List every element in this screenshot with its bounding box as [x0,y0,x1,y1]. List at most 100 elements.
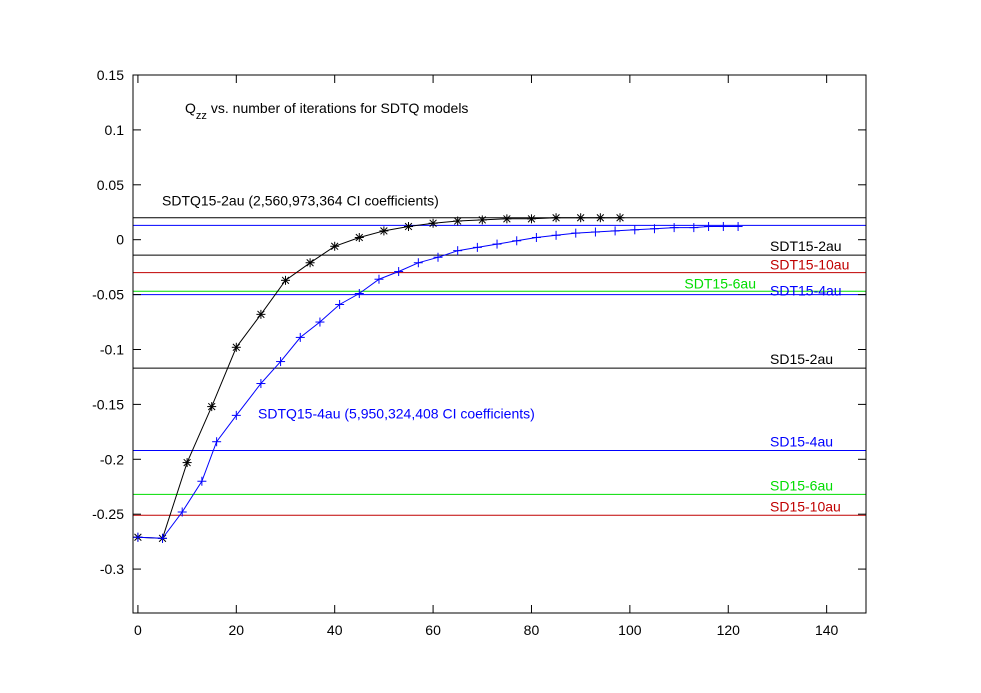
x-tick-label: 40 [327,622,343,638]
y-tick-label: 0.1 [105,122,125,138]
data-point [354,232,364,242]
data-point [231,342,241,352]
data-point [231,410,241,420]
data-point [492,239,502,249]
data-point [335,299,345,309]
series-layer [133,213,743,543]
y-tick-label: 0.15 [97,67,124,83]
marker-stroke [183,458,191,467]
x-tick-label: 140 [815,622,839,638]
data-point [403,222,413,232]
reference-lines-layer [133,217,866,516]
data-point [182,458,192,468]
axis-layer: 0.15 0.1 0.05 0 -0.05 -0.1 -0.15 -0.2 -0.25 -0.3 0… [92,67,867,638]
data-point [551,213,561,223]
y-tick-label: -0.1 [100,341,124,357]
data-point [276,357,286,367]
x-tick-label: 80 [524,622,540,638]
y-tick-label: -0.3 [100,561,124,577]
data-point [526,214,536,224]
data-point [733,222,743,232]
reference-line-label: SD15-10au [770,498,841,514]
data-point [330,241,340,251]
reference-line-label: SD15-4au [770,434,833,450]
data-point [177,507,187,517]
x-tick-label: 0 [134,622,142,638]
data-point [413,258,423,268]
y-tick-label: 0 [116,232,124,248]
reference-line-label: SD15-6au [770,477,833,493]
reference-line-label: SDT15-10au [770,257,849,273]
data-point [512,236,522,246]
data-point [704,222,714,232]
data-point [197,476,207,486]
data-point [610,226,620,236]
data-point [669,223,679,233]
marker-stroke [232,343,241,352]
data-point [595,213,605,223]
data-point [207,402,217,412]
reference-line-label: SDT15-6au [684,275,756,291]
y-tick-label: -0.2 [100,451,124,467]
data-point [428,218,438,228]
data-point [615,213,625,223]
marker-stroke [576,213,585,222]
marker-stroke [380,227,388,235]
data-point [315,317,325,327]
marker-stroke [355,233,364,242]
label-layer: SDT15-2au SDT15-10au SDT15-6au SDT15-4au SD1… [162,193,849,515]
marker-stroke [503,215,511,223]
data-point [453,216,463,226]
data-point [630,225,640,235]
y-tick-label: 0.05 [97,177,124,193]
data-point [295,332,305,342]
data-point [256,379,266,389]
y-tick-label: -0.15 [92,396,124,412]
data-point [531,232,541,242]
data-point [379,226,389,236]
data-point [281,275,291,285]
data-point [158,533,168,543]
series-label: SDTQ15-4au (5,950,324,408 CI coefficient… [258,405,535,421]
x-tick-label: 20 [229,622,245,638]
series-label: SDTQ15-2au (2,560,973,364 CI coefficient… [162,193,439,209]
y-tick-label: -0.05 [92,287,124,303]
data-point [453,246,463,256]
marker-stroke [478,216,487,224]
data-point [212,437,222,447]
marker-stroke [552,213,560,222]
x-tick-label: 60 [425,622,441,638]
data-point [394,267,404,277]
data-point [590,227,600,237]
reference-line-label: SDT15-2au [770,238,842,254]
data-point [576,213,586,223]
marker-stroke [207,402,216,411]
data-point [649,224,659,234]
data-point [477,215,487,225]
marker-stroke [527,215,536,223]
chart-title: Qzz vs. number of iterations for SDTQ mod… [185,100,468,122]
marker-stroke [453,217,462,225]
reference-line-label: SDT15-4au [770,283,842,299]
marker-stroke [616,213,624,222]
data-point [571,228,581,238]
marker-stroke [404,222,413,231]
marker-stroke [306,258,314,267]
data-point [374,274,384,284]
marker-stroke [257,310,265,319]
data-point [133,532,143,542]
data-point [718,222,728,232]
marker-stroke [429,219,437,227]
plot-frame [132,74,867,614]
x-tick-label: 100 [618,622,642,638]
data-point [433,252,443,262]
data-point [354,288,364,298]
reference-line-label: SD15-2au [770,351,833,367]
marker-stroke [281,276,290,285]
data-point [502,214,512,224]
data-point [305,258,315,268]
data-point [551,230,561,240]
data-point [689,223,699,233]
